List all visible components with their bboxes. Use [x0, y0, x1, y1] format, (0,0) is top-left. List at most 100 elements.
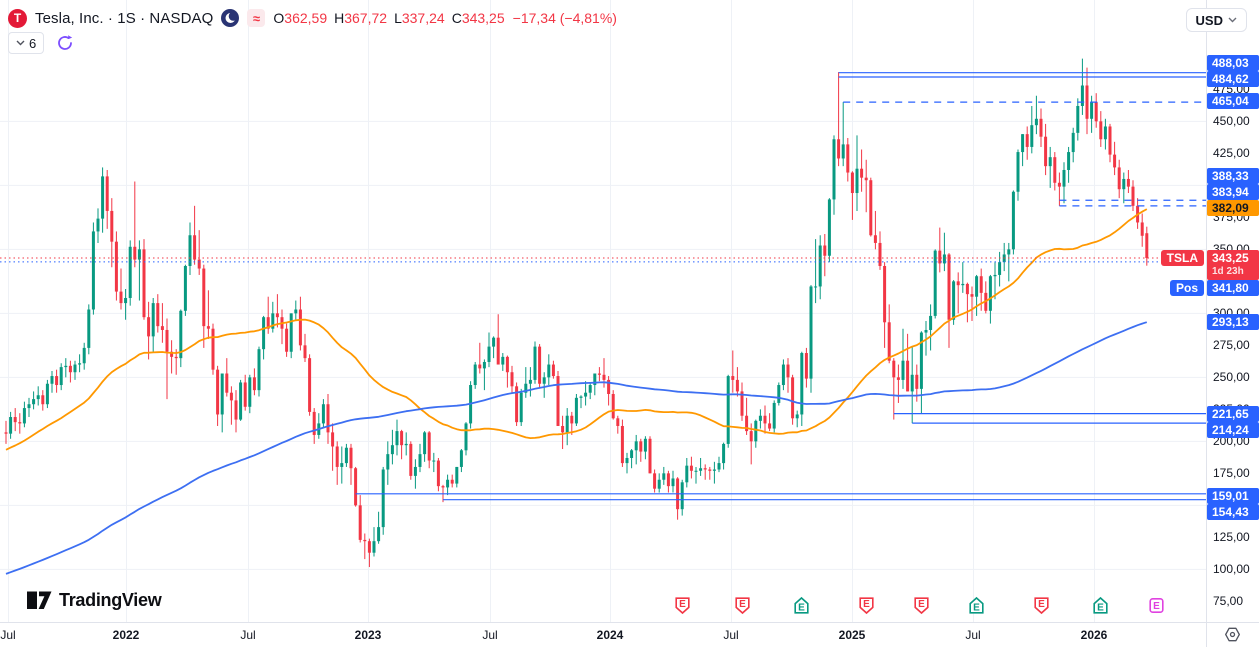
candle-body — [1011, 191, 1015, 250]
earnings-marker-miss[interactable]: E — [1033, 596, 1050, 615]
candle-body — [906, 360, 910, 392]
candle-body — [243, 382, 247, 407]
candle-body — [73, 364, 77, 373]
candle-body — [975, 276, 979, 297]
candle-body — [119, 291, 123, 304]
candle-body — [436, 460, 440, 487]
position-label[interactable]: Pos — [1169, 280, 1204, 296]
candle-body — [482, 361, 486, 369]
candle-body — [354, 468, 358, 506]
candle-body — [455, 466, 459, 484]
candle-body — [712, 469, 716, 471]
candle-body — [239, 382, 243, 420]
price-axis-badge: 388,33 — [1207, 168, 1259, 184]
earnings-marker-beat[interactable]: E — [1092, 596, 1109, 615]
candle-body — [340, 463, 344, 467]
price-axis-badge: 484,62 — [1207, 71, 1259, 87]
candle-body — [1140, 222, 1144, 236]
candle-body — [860, 168, 864, 178]
candle-body — [749, 431, 753, 442]
candle-body — [133, 246, 137, 260]
candle-body — [680, 482, 684, 510]
candle-body — [574, 397, 578, 424]
candle-body — [114, 241, 118, 292]
earnings-marker-beat[interactable]: E — [968, 596, 985, 615]
candle-body — [519, 392, 523, 423]
candle-body — [487, 346, 491, 362]
moving-average-line — [5, 321, 1148, 575]
symbol-price-label[interactable]: TSLA — [1160, 250, 1204, 266]
moving-average-line — [5, 208, 1148, 451]
earnings-marker-miss[interactable]: E — [674, 596, 691, 615]
candle-body — [358, 505, 362, 540]
candle-body — [607, 379, 611, 394]
candle-body — [887, 322, 891, 361]
candle-body — [616, 418, 620, 426]
chart-controls: 6 — [8, 32, 74, 54]
candle-body — [938, 250, 942, 264]
candle-body — [257, 349, 261, 391]
candle-body — [597, 373, 601, 375]
candle-body — [234, 400, 238, 420]
candle-body — [832, 139, 836, 200]
candle-body — [87, 309, 91, 348]
candle-body — [561, 425, 565, 433]
candle-body — [1039, 118, 1043, 137]
candle-body — [915, 374, 919, 389]
candle-body — [386, 454, 390, 470]
candle-body — [271, 313, 275, 329]
earnings-marker-miss[interactable]: E — [734, 596, 751, 615]
candle-body — [883, 265, 887, 323]
candle-body — [197, 259, 201, 269]
candle-body — [1048, 157, 1052, 167]
price-axis[interactable]: 475,00450,00425,00400,00375,00350,00325,… — [1160, 0, 1259, 622]
candle-body — [593, 373, 597, 386]
earnings-marker-upcoming[interactable]: E — [1148, 596, 1165, 615]
tradingview-logo-text: TradingView — [59, 589, 162, 610]
chevron-down-icon — [16, 40, 25, 46]
currency-selector[interactable]: USD — [1185, 8, 1247, 32]
candle-body — [510, 372, 514, 387]
settings-gear-icon[interactable] — [1224, 626, 1241, 643]
time-axis-tick: 2022 — [112, 628, 140, 642]
candle-body — [285, 328, 289, 352]
candle-body — [1090, 102, 1094, 119]
candle-body — [929, 315, 933, 330]
earnings-marker-miss[interactable]: E — [858, 596, 875, 615]
candle-body — [892, 360, 896, 378]
candle-body — [1094, 102, 1098, 122]
candle-body — [556, 376, 560, 426]
candle-body — [68, 365, 72, 373]
candle-body — [1103, 126, 1107, 140]
candle-body — [1007, 249, 1011, 255]
candle-body — [91, 231, 95, 310]
svg-text:E: E — [1038, 599, 1045, 610]
candle-body — [988, 276, 992, 311]
price-axis-tick: 75,00 — [1213, 594, 1244, 609]
time-axis[interactable]: Jul 2022 Jul 2023 Jul 2024 Jul 2025 Jul 2026 — [0, 622, 1207, 647]
refresh-sync-icon[interactable] — [56, 34, 74, 52]
svg-text:E: E — [973, 603, 980, 614]
candle-body — [671, 478, 675, 487]
candle-body — [1016, 152, 1020, 192]
candle-body — [441, 486, 445, 488]
tradingview-logo[interactable]: TradingView — [26, 588, 162, 612]
candle-body — [289, 313, 293, 352]
candle-body — [901, 360, 905, 380]
candle-body — [377, 527, 381, 542]
indicators-dropdown-button[interactable]: 6 — [8, 32, 45, 54]
candle-body — [82, 347, 86, 364]
candle-body — [579, 396, 583, 398]
market-closed-moon-icon[interactable] — [221, 9, 240, 27]
candle-body — [275, 313, 279, 318]
chart-canvas[interactable] — [0, 0, 1207, 622]
earnings-marker-miss[interactable]: E — [913, 596, 930, 615]
candle-body — [630, 450, 634, 458]
symbol-title[interactable]: Tesla, Inc. · 1S · NASDAQ — [35, 9, 214, 27]
candle-body — [206, 326, 210, 329]
candle-body — [919, 332, 923, 389]
candle-body — [584, 392, 588, 397]
candle-body — [492, 337, 496, 347]
delayed-data-icon[interactable]: ≈ — [247, 9, 266, 27]
earnings-marker-beat[interactable]: E — [793, 596, 810, 615]
